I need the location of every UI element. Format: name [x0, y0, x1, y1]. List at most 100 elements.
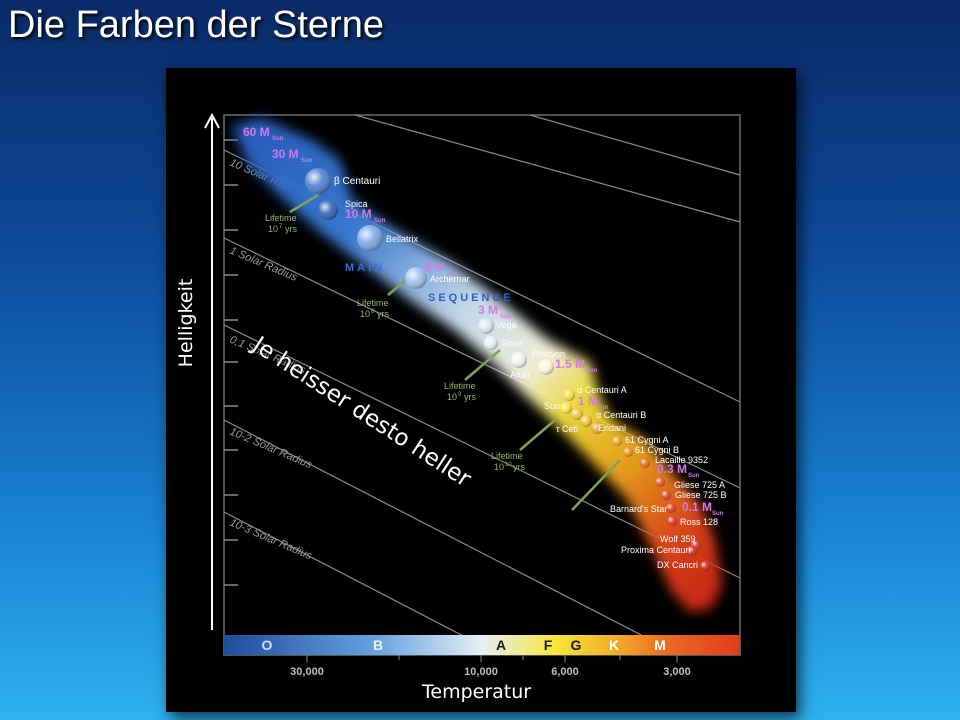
svg-text:Sun: Sun [597, 405, 609, 411]
svg-text:yrs: yrs [464, 392, 476, 402]
star-shade [357, 225, 383, 251]
svg-text:10: 10 [447, 392, 457, 402]
star-label: Archernar [430, 274, 470, 284]
svg-text:Sun: Sun [374, 218, 386, 224]
star-label: Gliese 725 A [674, 480, 725, 490]
star-shade [623, 447, 633, 457]
star-22: DX Cancri [657, 560, 710, 571]
star-16: Gliese 725 A [655, 477, 725, 490]
star-label: Wolf 359 [660, 534, 695, 544]
svg-text:30 M: 30 M [272, 147, 299, 161]
slide-title: Die Farben der Sterne [8, 4, 384, 46]
mass-label-10: 10 M Sun [345, 207, 386, 224]
svg-text:Sun: Sun [712, 511, 724, 517]
star-shade [563, 389, 575, 401]
star-shade [538, 359, 554, 375]
star-shade [655, 477, 665, 487]
spectral-bar [224, 635, 740, 655]
star-label: β Centauri [334, 176, 380, 187]
svg-text:0.1 M: 0.1 M [682, 500, 712, 514]
star-0: β Centauri [305, 168, 380, 194]
star-17: Gliese 725 B [661, 490, 727, 500]
temp-tick-6000: 6,000 [551, 666, 579, 678]
star-shade [666, 503, 676, 513]
star-2: Bellatrix [357, 225, 419, 251]
spectral-class-k: K [609, 637, 619, 653]
svg-text:60 M: 60 M [243, 125, 270, 139]
star-9: Sun [544, 401, 572, 414]
spectral-class-a: A [496, 637, 506, 653]
star-label: Altair [510, 370, 531, 380]
star-15: Lacaille 9352 [640, 455, 708, 468]
temp-tick-30000: 30,000 [290, 666, 324, 678]
star-label: Barnard's Star [610, 504, 667, 514]
star-shade [511, 352, 527, 368]
star-shade [612, 436, 622, 446]
svg-text:7: 7 [279, 224, 283, 230]
temp-tick-3000: 3,000 [663, 666, 691, 678]
svg-text:Sun: Sun [447, 271, 459, 277]
stars-layer: β Centauri Spica Bellatrix Archernar Vega Sir… [305, 168, 727, 571]
star-label: Bellatrix [386, 234, 419, 244]
star-label: 61 Cygni B [635, 445, 679, 455]
svg-text:Lifetime: Lifetime [491, 451, 523, 461]
mass-label-3: 3 M Sun [478, 303, 512, 320]
star-3: Archernar [405, 267, 470, 289]
mass-label-6: 6 M Sun [425, 260, 459, 277]
svg-text:10 M: 10 M [345, 207, 372, 221]
star-label: Procyon [532, 349, 565, 359]
star-7: Procyon [532, 349, 565, 375]
svg-text:6 M: 6 M [425, 260, 445, 274]
star-5: Sirius [484, 336, 524, 350]
y-axis-arrow [204, 112, 220, 630]
star-shade [305, 168, 331, 194]
lifetime-1e7: Lifetime 10 7 yrs [265, 213, 297, 234]
star-label: α Centauri B [596, 410, 646, 420]
star-shade [687, 546, 697, 556]
star-label: Eridani [598, 423, 626, 433]
mass-label-30: 30 M Sun [272, 147, 313, 164]
svg-text:1 M: 1 M [578, 394, 598, 408]
star-4: Vega [478, 318, 517, 334]
star-label: Sirius [501, 338, 524, 348]
svg-text:Sun: Sun [500, 314, 512, 320]
star-label: 61 Cygni A [625, 435, 669, 445]
star-shade [700, 561, 710, 571]
radius-label-0001: 10-3 Solar Radius [228, 517, 314, 563]
main-sequence-glow [232, 118, 722, 612]
spectral-class-g: G [571, 637, 582, 653]
star-shade [560, 402, 572, 414]
mass-label-03: 0.3 M Sun [657, 462, 700, 479]
star-label: Ross 128 [680, 517, 718, 527]
svg-text:0.3 M: 0.3 M [657, 462, 687, 476]
star-shade [484, 336, 498, 350]
star-label: Lacaille 9352 [655, 455, 708, 465]
star-shade [478, 318, 494, 334]
star-label: Sun [544, 401, 560, 411]
star-6: Altair [510, 352, 531, 380]
star-label: α Centauri A [577, 385, 627, 395]
mass-label-01: 0.1 M Sun [682, 500, 724, 517]
y-axis-label: Helligkeit [175, 278, 197, 368]
svg-text:Lifetime: Lifetime [357, 298, 389, 308]
svg-text:yrs: yrs [377, 309, 389, 319]
star-11: τ Ceti [556, 415, 592, 434]
star-shade [667, 516, 677, 526]
svg-text:1.5 M: 1.5 M [555, 357, 585, 371]
spectral-class-f: F [544, 637, 553, 653]
star-18: Barnard's Star [610, 503, 676, 514]
svg-text:8: 8 [371, 309, 375, 315]
svg-text:Sun: Sun [586, 368, 598, 374]
star-13: 61 Cygni A [612, 435, 669, 446]
lifetime-1e9: Lifetime 10 9 yrs [444, 381, 476, 402]
label-main: MAIN [345, 262, 385, 274]
y-ticks [224, 139, 238, 586]
star-label: Vega [496, 320, 517, 330]
svg-text:Lifetime: Lifetime [444, 381, 476, 391]
mass-label-60: 60 M Sun [243, 125, 284, 142]
svg-text:10: 10 [268, 224, 278, 234]
star-21: Proxima Centauri [621, 545, 697, 556]
spectral-class-b: B [373, 637, 383, 653]
star-shade [591, 422, 603, 434]
